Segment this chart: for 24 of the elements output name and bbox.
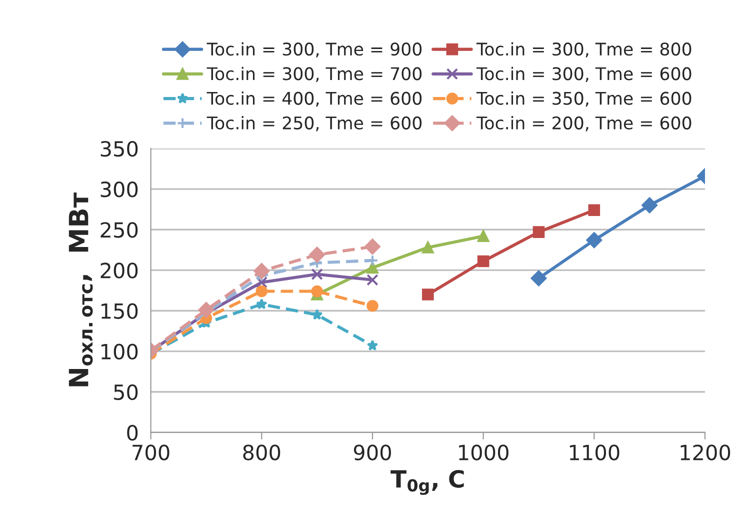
y-tick-label: 200	[100, 262, 138, 278]
x-tick-label: 700	[132, 444, 170, 460]
x-tick-label: 1100	[570, 444, 620, 460]
x-tick-label: 800	[243, 444, 280, 460]
legend-label: Toc.in = 400, Tme = 600	[206, 91, 422, 107]
legend-label: Toc.in = 300, Tme = 800	[476, 42, 692, 58]
y-tick-label: 50	[114, 384, 138, 400]
legend-label: Toc.in = 300, Tme = 900	[206, 42, 422, 58]
legend-label: Toc.in = 200, Tme = 600	[476, 116, 692, 132]
legend-label: Toc.in = 250, Tme = 600	[206, 116, 422, 132]
y-tick-label: 250	[100, 222, 138, 238]
y-axis-title: N$_{охл.отс}$, МВт	[68, 192, 93, 386]
x-axis-title: T$_{0g}$, C	[390, 470, 464, 495]
x-tick-label: 900	[354, 444, 391, 460]
legend-label: Toc.in = 300, Tme = 700	[206, 66, 422, 82]
y-tick-label: 350	[100, 140, 138, 157]
y-tick-label: 150	[102, 303, 138, 319]
legend-label: Toc.in = 350, Tme = 600	[476, 91, 692, 107]
x-tick-label: 1200	[680, 444, 730, 460]
y-tick-label: 100	[102, 344, 138, 360]
y-tick-label: 300	[100, 182, 138, 198]
legend-label: Toc.in = 300, Tme = 600	[476, 66, 692, 82]
y-tick-label: 0	[127, 424, 138, 441]
x-tick-label: 1000	[459, 444, 508, 460]
